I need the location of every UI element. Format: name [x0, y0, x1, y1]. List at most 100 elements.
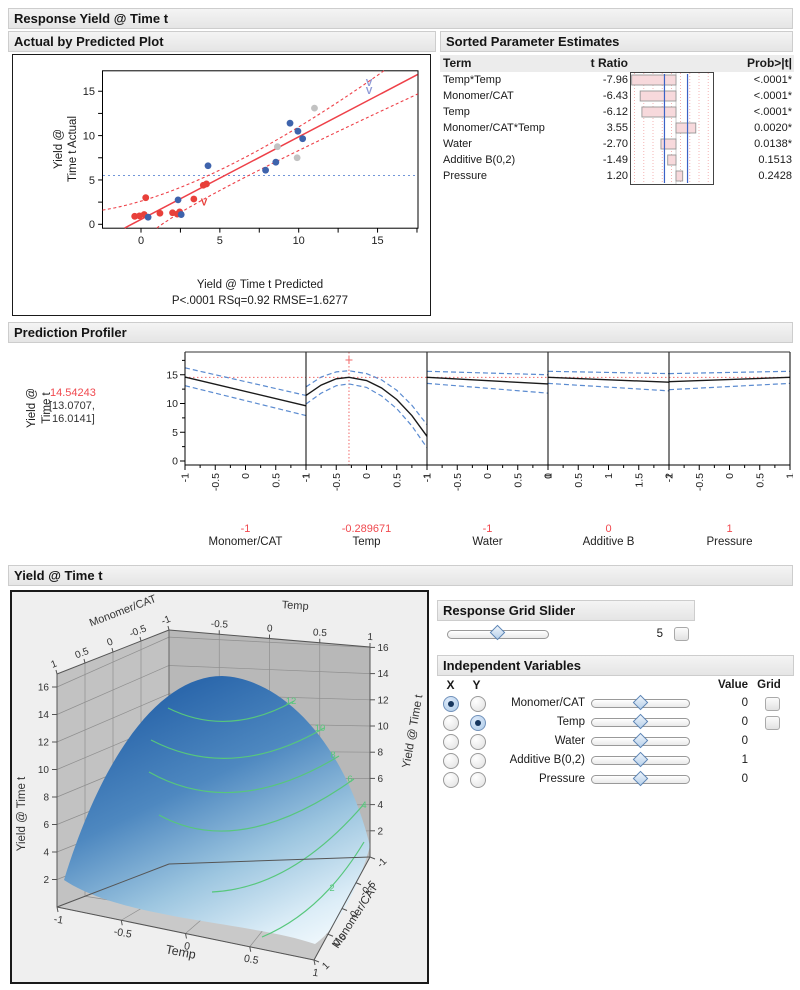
spe-row-water: Water -2.70 0.0138* [440, 136, 794, 152]
svg-text:8: 8 [378, 748, 384, 759]
factor-value-monomer-cat[interactable]: -1 [240, 523, 251, 535]
svg-text:-0.5: -0.5 [128, 623, 148, 640]
spe-col-prob: Prob>|t| [746, 56, 792, 70]
svg-text:-0.5: -0.5 [210, 619, 228, 631]
term-cell: Additive B(0,2) [443, 154, 516, 166]
svg-text:0: 0 [138, 235, 144, 247]
svg-text:1: 1 [50, 658, 60, 670]
svg-text:-1: -1 [301, 473, 313, 482]
y-radio-water[interactable] [469, 733, 486, 750]
surface-plot[interactable]: 12 10 8 6 4 2 1 0.5 0 -0.5 -1 -0.5 0 0.5 1 2 2 4 4 6 6 8 8 10 10… [10, 590, 429, 984]
scatter-ylabel-line1: Yield @ [53, 129, 65, 170]
actual-by-predicted-header[interactable]: Actual by Predicted Plot [8, 31, 436, 52]
prob-cell: 0.0138* [754, 138, 792, 150]
independent-variables-header[interactable]: Independent Variables [437, 655, 794, 676]
x-radio-monomer-cat[interactable] [442, 695, 459, 712]
t-ratio-cell: -7.96 [602, 74, 628, 86]
iv-col-grid: Grid [757, 679, 781, 691]
prob-cell: <.0001* [753, 74, 792, 86]
x-radio-water[interactable] [442, 733, 459, 750]
factor-value-water[interactable]: -1 [482, 523, 493, 535]
profiler-ylabel-line1: Yield @ [26, 388, 38, 429]
factor-name-additive-b: Additive B [582, 536, 635, 548]
term-cell: Monomer/CAT*Temp [443, 122, 545, 134]
svg-text:Monomer/CAT: Monomer/CAT [88, 593, 159, 630]
profiler-current-value: 14.54243 [50, 387, 96, 399]
profiler-canvas[interactable]: -1 -0.5 0 0.5 1-1 -0.5 0 0.5 1-1 -0.5 0 0.5 10 0.5 1 1.… [8, 347, 793, 519]
y-radio-monomer-cat[interactable] [469, 695, 486, 712]
term-cell: Pressure [443, 170, 488, 182]
prob-cell: 0.1513 [758, 154, 792, 166]
svg-text:4: 4 [361, 800, 366, 811]
svg-text:1: 1 [422, 473, 434, 479]
x-radio-additive-b-0-2[interactable] [442, 752, 459, 769]
factor-value-pressure[interactable]: 1 [726, 523, 733, 535]
iv-value-temp[interactable]: 0 [741, 715, 748, 728]
t-ratio-cell: 1.20 [606, 170, 628, 182]
factor-name-temp: Temp [352, 536, 381, 548]
iv-value-monomer-cat[interactable]: 0 [741, 696, 748, 709]
svg-text:0: 0 [543, 473, 555, 479]
svg-text:0.5: 0.5 [313, 627, 328, 639]
svg-text:0.5: 0.5 [270, 473, 282, 488]
response-grid-slider-row: 5 [437, 622, 795, 652]
actual-by-predicted-plot[interactable]: 0 0 5 5 10 10 15 15 V V V Yield @ Time t Actual Yi… [12, 54, 431, 316]
scatter-xlabel: Yield @ Time t Predicted [196, 279, 324, 291]
iv-row-additive-b-0-2: Additive B(0,2) 1 [437, 751, 797, 770]
x-radio-pressure[interactable] [442, 771, 459, 788]
surface-section-header[interactable]: Yield @ Time t [8, 565, 793, 586]
factor-name-pressure: Pressure [706, 536, 753, 548]
spe-row-temp-temp: Temp*Temp -7.96 <.0001* [440, 72, 794, 88]
iv-value-water[interactable]: 0 [741, 734, 748, 747]
svg-text:Yield @ Time t: Yield @ Time t [16, 776, 28, 851]
svg-text:-0.5: -0.5 [210, 473, 222, 491]
grid-slider-checkbox[interactable] [674, 627, 689, 641]
prob-cell: 0.0020* [754, 122, 792, 134]
prob-cell: 0.2428 [758, 170, 792, 182]
svg-text:2: 2 [329, 883, 334, 894]
svg-text:0.5: 0.5 [573, 473, 585, 488]
spe-row-monomer-cat: Monomer/CAT -6.43 <.0001* [440, 88, 794, 104]
profiler-ci-line2: 16.0141] [52, 413, 95, 425]
iv-value-additive-b-0-2[interactable]: 1 [741, 753, 748, 766]
svg-text:0.5: 0.5 [74, 646, 91, 661]
svg-text:2: 2 [43, 875, 49, 886]
grid-slider-value[interactable]: 5 [656, 628, 663, 640]
svg-text:16: 16 [378, 643, 390, 654]
spe-row-additive-b-0-2: Additive B(0,2) -1.49 0.1513 [440, 152, 794, 168]
svg-text:Yield @ Time t: Yield @ Time t [401, 693, 426, 769]
y-radio-pressure[interactable] [469, 771, 486, 788]
svg-text:Temp: Temp [164, 942, 197, 962]
svg-text:5: 5 [89, 175, 95, 187]
sorted-parameter-estimates-header[interactable]: Sorted Parameter Estimates [440, 31, 793, 52]
y-radio-temp[interactable] [469, 714, 486, 731]
response-outline-header[interactable]: Response Yield @ Time t [8, 8, 793, 29]
svg-text:16: 16 [38, 683, 50, 694]
grid-checkbox-monomer-cat[interactable] [765, 696, 780, 711]
svg-text:10: 10 [166, 398, 178, 410]
svg-text:15: 15 [83, 86, 95, 98]
independent-variables-panel: X Y Value Grid Monomer/CAT 0 Temp 0 Water 0 Ad… [437, 678, 797, 793]
iv-value-pressure[interactable]: 0 [741, 772, 748, 785]
response-grid-slider-header[interactable]: Response Grid Slider [437, 600, 695, 621]
spe-rows: Temp*Temp -7.96 <.0001* Monomer/CAT -6.43 <.0… [440, 72, 794, 184]
svg-text:2: 2 [664, 473, 676, 479]
iv-row-water: Water 0 [437, 732, 797, 751]
grid-checkbox-temp[interactable] [765, 715, 780, 730]
x-radio-temp[interactable] [442, 714, 459, 731]
svg-text:2: 2 [378, 826, 384, 837]
t-ratio-cell: -2.70 [602, 138, 628, 150]
svg-text:0: 0 [361, 473, 373, 479]
factor-value-additive-b[interactable]: 0 [605, 523, 612, 535]
factor-value-temp[interactable]: -0.289671 [341, 523, 392, 535]
iv-row-monomer-cat: Monomer/CAT 0 [437, 694, 797, 713]
svg-text:1: 1 [543, 473, 555, 479]
prediction-profiler-header[interactable]: Prediction Profiler [8, 322, 793, 343]
y-radio-additive-b-0-2[interactable] [469, 752, 486, 769]
svg-text:-0.5: -0.5 [694, 473, 706, 491]
svg-text:-1: -1 [180, 473, 192, 482]
svg-text:10: 10 [83, 130, 95, 142]
svg-text:-0.5: -0.5 [331, 473, 343, 491]
